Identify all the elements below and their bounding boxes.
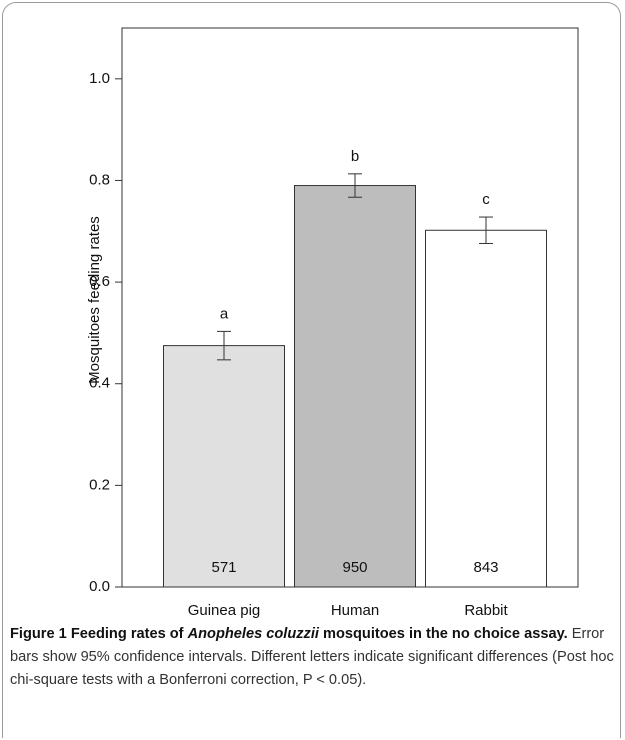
caption-title-end: mosquitoes in the no choice assay. — [318, 626, 568, 642]
bar — [163, 345, 285, 588]
count-label: 571 — [211, 559, 236, 576]
x-tick-label: Rabbit — [464, 602, 508, 619]
y-tick-label: 0.8 — [89, 171, 110, 188]
significance-letter: b — [351, 148, 359, 165]
caption: Figure 1 Feeding rates of Anopheles colu… — [10, 623, 615, 692]
significance-letter: a — [220, 305, 229, 322]
y-tick-label: 0.0 — [89, 578, 110, 595]
y-tick-label: 1.0 — [89, 70, 110, 87]
bar — [294, 185, 416, 588]
y-tick-label: 0.2 — [89, 476, 110, 493]
significance-letter: c — [482, 191, 490, 208]
caption-title-italic: Anopheles coluzzii — [187, 626, 319, 642]
y-tick-label: 0.4 — [89, 375, 110, 392]
y-tick-label: 0.6 — [89, 273, 110, 290]
chart: Mosquitoes feeding rates 0.0 0.2 0.4 0.6 0.8… — [86, 27, 579, 619]
bar — [425, 229, 547, 588]
y-axis-label: Mosquitoes feeding rates — [86, 216, 103, 384]
caption-title: Figure 1 Feeding rates of Anopheles colu… — [10, 626, 568, 642]
count-label: 843 — [473, 559, 498, 576]
caption-title-start: Figure 1 Feeding rates of — [10, 626, 188, 642]
count-label: 950 — [342, 559, 367, 576]
caption-text: Error bars show 95% confidence intervals… — [10, 626, 614, 688]
x-tick-label: Human — [331, 602, 379, 619]
x-tick-label: Guinea pig — [188, 602, 261, 619]
